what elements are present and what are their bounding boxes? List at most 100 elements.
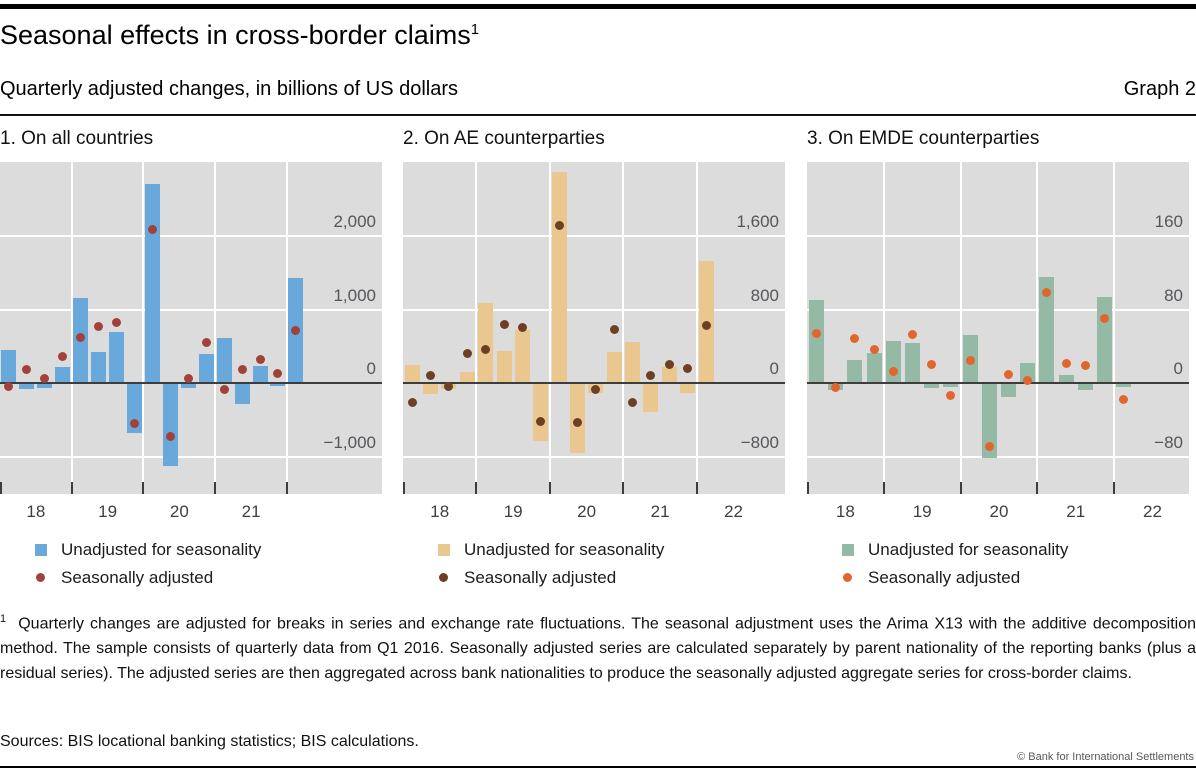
- axis-tick: [70, 482, 73, 494]
- legend: Unadjusted for seasonality Seasonally adj…: [842, 538, 1189, 594]
- bar: [680, 383, 696, 393]
- data-dot: [554, 220, 564, 230]
- y-axis-label: −80: [1154, 433, 1183, 453]
- bar: [514, 329, 530, 384]
- page-title-text: Seasonal effects in cross-border claims: [0, 20, 471, 50]
- sources-line: Sources: BIS locational banking statisti…: [0, 733, 419, 750]
- x-axis-label: 20: [989, 502, 1009, 521]
- legend-label: Unadjusted for seasonality: [61, 540, 262, 559]
- y-gridline: [0, 308, 382, 311]
- data-dot: [58, 352, 68, 362]
- x-gridline: [959, 162, 962, 494]
- axis-tick: [0, 482, 2, 494]
- axis-tick: [142, 482, 145, 494]
- bar: [1097, 296, 1113, 384]
- y-axis-label: 0: [366, 359, 376, 379]
- bar: [109, 331, 125, 384]
- x-gridline: [695, 162, 698, 494]
- axis-tick: [807, 482, 809, 494]
- bar: [252, 365, 268, 384]
- zero-line: [807, 382, 1189, 385]
- data-dot: [165, 431, 175, 441]
- data-dot: [1042, 288, 1052, 298]
- data-dot: [869, 344, 879, 354]
- bar: [847, 360, 863, 384]
- legend-item-bars: Unadjusted for seasonality: [438, 538, 785, 566]
- data-dot: [1080, 361, 1090, 371]
- title-footnote-marker: 1: [470, 21, 480, 38]
- y-axis-label: 1,000: [333, 285, 376, 305]
- axis-tick: [214, 482, 217, 494]
- data-dot: [499, 319, 509, 329]
- y-gridline: [403, 456, 785, 459]
- bar: [606, 351, 622, 384]
- data-dot: [462, 349, 472, 359]
- data-dot: [888, 366, 898, 376]
- axis-tick: [548, 482, 551, 494]
- plot-area: −1,000 0 1,000 2,000: [0, 162, 382, 494]
- bar: [661, 366, 677, 384]
- axis-tick: [475, 482, 478, 494]
- bar: [234, 383, 250, 404]
- zero-line: [0, 382, 382, 385]
- bar-swatch-icon: [438, 544, 450, 556]
- y-axis-label: 2,000: [333, 211, 376, 231]
- y-gridline: [403, 308, 785, 311]
- x-gridline: [622, 162, 625, 494]
- axis-tick: [1113, 482, 1116, 494]
- data-dot: [517, 323, 527, 333]
- x-axis-label: 19: [503, 502, 523, 521]
- legend-item-dots: Seasonally adjusted: [35, 566, 382, 594]
- bar: [144, 184, 160, 384]
- data-dot: [130, 418, 139, 428]
- data-dot: [683, 364, 693, 374]
- x-axis-label: 21: [650, 502, 670, 521]
- graph-number-label: Graph 2: [1123, 78, 1196, 100]
- y-gridline: [807, 308, 1189, 311]
- subtitle-row: Quarterly adjusted changes, in billions …: [0, 78, 1196, 104]
- data-dot: [664, 359, 674, 369]
- footnote: 1 Quarterly changes are adjusted for bre…: [0, 607, 1196, 686]
- data-dot: [946, 390, 956, 400]
- bar: [1039, 277, 1055, 384]
- y-gridline: [0, 234, 382, 237]
- plot-area: −80 0 80 160: [807, 162, 1189, 494]
- x-axis-label: 18: [430, 502, 450, 521]
- data-dot: [40, 373, 50, 383]
- data-dot: [812, 329, 822, 339]
- data-dot: [444, 381, 454, 391]
- data-dot: [628, 398, 638, 408]
- bar: [478, 303, 494, 384]
- bar: [270, 383, 286, 387]
- y-axis-label: −800: [740, 433, 779, 453]
- bar-swatch-icon: [842, 544, 854, 556]
- page-title: Seasonal effects in cross-border claims1: [0, 20, 1100, 51]
- bar: [551, 172, 567, 384]
- data-dot: [237, 364, 247, 374]
- x-axis-label: 20: [169, 502, 189, 521]
- data-dot: [426, 370, 436, 380]
- x-gridline: [142, 162, 145, 494]
- dot-swatch-icon: [36, 573, 45, 582]
- x-gridline: [548, 162, 551, 494]
- axis-tick: [882, 482, 885, 494]
- data-dot: [255, 355, 265, 365]
- x-gridline: [475, 162, 478, 494]
- bar: [1058, 375, 1074, 384]
- x-axis-label: 19: [912, 502, 932, 521]
- data-dot: [273, 369, 283, 379]
- bar: [91, 351, 107, 384]
- x-gridline: [285, 162, 288, 494]
- bar: [37, 383, 53, 388]
- bar: [905, 342, 921, 384]
- axis-tick: [959, 482, 962, 494]
- axis-tick: [622, 482, 625, 494]
- y-gridline: [0, 456, 382, 459]
- bar: [180, 383, 196, 388]
- bar: [496, 350, 512, 384]
- x-axis-label: 22: [1143, 502, 1162, 521]
- bottom-rule: [0, 766, 1196, 768]
- data-dot: [147, 225, 157, 235]
- chart-panel: 2. On AE counterparties −800 0 800 1,600 18 19…: [403, 126, 785, 596]
